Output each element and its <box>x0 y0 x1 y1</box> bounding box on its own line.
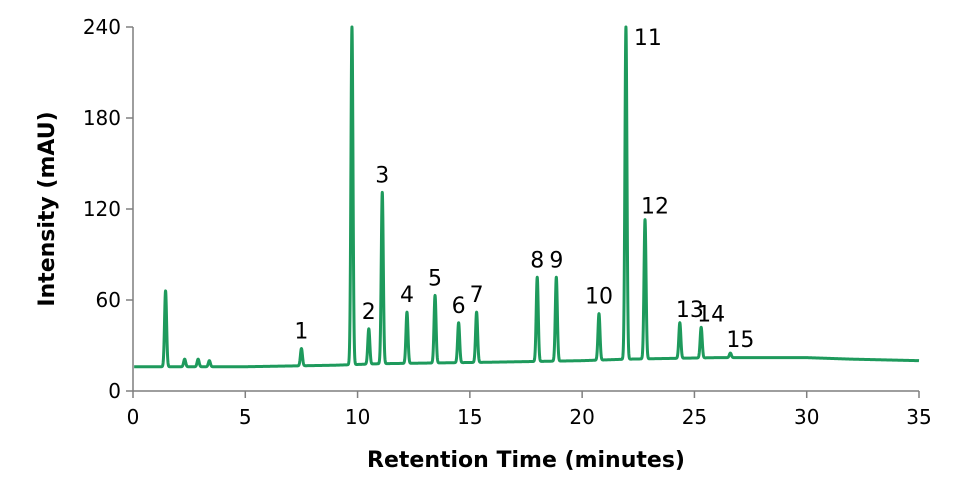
x-tick-label: 35 <box>906 405 931 429</box>
peak-label: 10 <box>585 285 613 310</box>
x-tick-group: 0 5 10 15 20 25 30 35 <box>127 391 932 429</box>
peak-label: 11 <box>634 26 662 51</box>
y-tick-label: 120 <box>83 197 121 221</box>
y-tick-label: 0 <box>108 379 121 403</box>
peak-label: 13 <box>676 298 704 323</box>
y-axis-title: Intensity (mAU) <box>35 111 60 306</box>
peak-label: 15 <box>726 328 754 353</box>
x-axis-title: Retention Time (minutes) <box>367 448 685 473</box>
x-tick-label: 10 <box>345 405 370 429</box>
y-tick-label: 240 <box>83 15 121 39</box>
y-tick-label: 180 <box>83 106 121 130</box>
x-tick-label: 20 <box>569 405 594 429</box>
peak-label: 5 <box>428 266 442 291</box>
peak-label: 3 <box>375 163 389 188</box>
x-tick-label: 5 <box>239 405 252 429</box>
x-axis: 0 5 10 15 20 25 30 35 <box>127 390 932 429</box>
peak-label: 7 <box>470 283 484 308</box>
peak-label: 4 <box>400 283 414 308</box>
peak-label: 2 <box>362 300 376 325</box>
x-tick-label: 15 <box>457 405 482 429</box>
y-tick-label: 60 <box>96 288 121 312</box>
chromatogram-signal-line <box>132 25 921 369</box>
peak-label: 14 <box>697 302 725 327</box>
peak-label: 9 <box>549 248 563 273</box>
peak-label: 6 <box>452 294 466 319</box>
x-tick-label: 25 <box>682 405 707 429</box>
peak-label: 1 <box>294 320 308 345</box>
y-axis: 0 60 120 180 240 <box>83 15 134 403</box>
x-tick-label: 30 <box>794 405 819 429</box>
x-tick-label: 0 <box>127 405 140 429</box>
peak-label: 8 <box>530 248 544 273</box>
y-tick-group: 0 60 120 180 240 <box>83 15 133 403</box>
peak-label: 12 <box>641 195 669 220</box>
